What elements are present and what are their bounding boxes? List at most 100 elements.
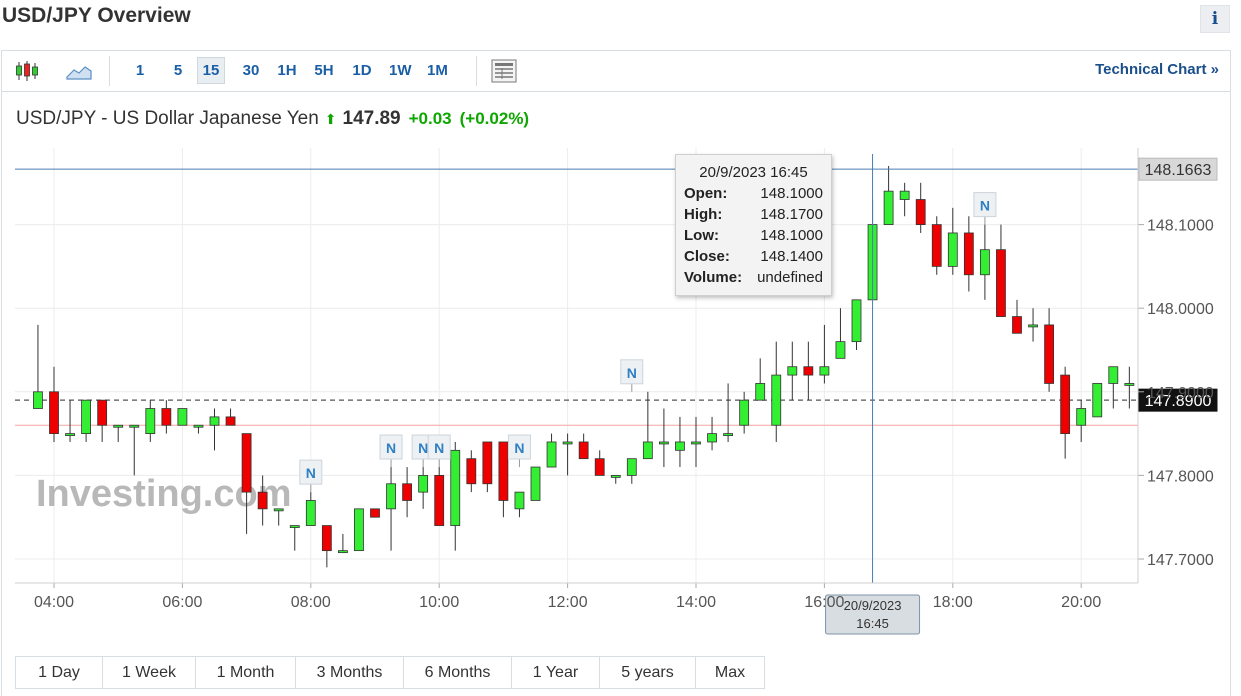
range-1-day[interactable]: 1 Day bbox=[16, 657, 103, 688]
crosshair-time-clock: 16:45 bbox=[856, 616, 889, 631]
area-chart-icon[interactable] bbox=[65, 59, 93, 83]
range-3-months[interactable]: 3 Months bbox=[296, 657, 404, 688]
candle-body-up bbox=[354, 508, 364, 552]
interval-5h[interactable]: 5H bbox=[314, 62, 334, 79]
svg-text:Investing.com: Investing.com bbox=[36, 473, 292, 515]
range-1-week[interactable]: 1 Week bbox=[103, 657, 196, 688]
tooltip-date: 20/9/2023 16:45 bbox=[699, 164, 808, 181]
candle bbox=[337, 533, 348, 554]
candle bbox=[931, 216, 942, 275]
interval-1d[interactable]: 1D bbox=[352, 62, 372, 79]
candle-body-down bbox=[321, 525, 332, 552]
y-tick-label: 148.0000 bbox=[1147, 301, 1214, 318]
technical-chart-link[interactable]: Technical Chart » bbox=[1095, 61, 1219, 78]
candle bbox=[145, 400, 156, 442]
toolbar-separator bbox=[476, 56, 477, 86]
crosshair-price-label: 148.1663 bbox=[1145, 162, 1212, 179]
candle bbox=[835, 308, 846, 359]
candle-body-up bbox=[771, 374, 782, 426]
candle-body-up bbox=[610, 474, 621, 478]
candlestick-chart-icon[interactable] bbox=[13, 59, 41, 83]
candle bbox=[1028, 308, 1038, 342]
info-button[interactable]: i bbox=[1200, 5, 1230, 33]
interval-1w[interactable]: 1W bbox=[389, 62, 412, 79]
tooltip-row-open: Open: 148.1000 bbox=[684, 185, 823, 205]
news-marker-label: N bbox=[418, 440, 428, 456]
interval-1m[interactable]: 1M bbox=[427, 62, 448, 79]
candle-body-up bbox=[707, 433, 717, 443]
candle-body-up bbox=[546, 441, 557, 468]
news-marker[interactable]: N bbox=[379, 434, 403, 468]
candle-body-down bbox=[594, 458, 605, 476]
candle bbox=[370, 508, 380, 518]
candle bbox=[1124, 366, 1135, 409]
news-marker[interactable]: N bbox=[299, 459, 323, 493]
current-price-box bbox=[1138, 388, 1218, 412]
tooltip-label: Volume: bbox=[684, 269, 743, 286]
tooltip-row-volume: Volume: undefined bbox=[684, 269, 823, 289]
candle bbox=[273, 508, 284, 526]
interval-30[interactable]: 30 bbox=[242, 62, 260, 79]
x-tick-label: 16:00 bbox=[804, 594, 844, 611]
news-marker[interactable]: N bbox=[973, 192, 997, 225]
candle bbox=[883, 166, 894, 226]
tooltip-label: Open: bbox=[684, 185, 728, 202]
y-tick-label: 147.9000 bbox=[1147, 385, 1214, 402]
interval-5[interactable]: 5 bbox=[173, 62, 183, 79]
news-marker[interactable]: N bbox=[507, 434, 531, 468]
y-tick-label: 147.7000 bbox=[1147, 552, 1214, 569]
price-change: +0.03 bbox=[408, 109, 452, 128]
tooltip-value: 148.1700 bbox=[760, 206, 823, 223]
candle bbox=[514, 491, 525, 518]
candle bbox=[113, 424, 124, 442]
candle bbox=[1092, 383, 1103, 418]
candle bbox=[915, 182, 926, 233]
candle-body-down bbox=[49, 391, 59, 434]
candle bbox=[530, 466, 541, 501]
candle bbox=[450, 441, 461, 551]
interval-15[interactable]: 15 bbox=[197, 57, 225, 84]
candle-body-up bbox=[691, 441, 701, 445]
news-marker[interactable]: N bbox=[620, 359, 644, 392]
range-5-years[interactable]: 5 years bbox=[600, 657, 696, 688]
candle-body-down bbox=[915, 199, 926, 226]
candle bbox=[562, 433, 573, 476]
candle bbox=[947, 207, 958, 275]
interval-1h[interactable]: 1H bbox=[277, 62, 297, 79]
candle bbox=[739, 391, 750, 434]
candle-body-down bbox=[578, 441, 589, 460]
candle bbox=[241, 433, 252, 534]
candle-body-up bbox=[723, 433, 733, 437]
table-view-icon[interactable] bbox=[490, 59, 518, 83]
current-price-label: 147.8900 bbox=[1145, 393, 1212, 410]
candle-body-down bbox=[161, 408, 172, 426]
toolbar-separator bbox=[109, 56, 110, 86]
news-marker[interactable]: N bbox=[427, 434, 451, 468]
range-1-year[interactable]: 1 Year bbox=[512, 657, 600, 688]
range-1-month[interactable]: 1 Month bbox=[196, 657, 296, 688]
interval-1[interactable]: 1 bbox=[135, 62, 145, 79]
candle bbox=[610, 474, 621, 484]
candle bbox=[723, 383, 733, 442]
candle-body-up bbox=[129, 424, 140, 428]
candle bbox=[386, 467, 396, 551]
tooltip-row-high: High: 148.1700 bbox=[684, 206, 823, 226]
range-6-months[interactable]: 6 Months bbox=[404, 657, 512, 688]
x-tick-label: 14:00 bbox=[676, 594, 716, 611]
candle bbox=[177, 408, 188, 426]
range-max[interactable]: Max bbox=[714, 664, 746, 681]
candle-body-down bbox=[241, 433, 252, 493]
crosshair-time-date: 20/9/2023 bbox=[844, 598, 902, 613]
news-marker-label: N bbox=[627, 365, 637, 381]
candle-body-up bbox=[851, 299, 862, 343]
page-title: USD/JPY Overview bbox=[2, 4, 191, 27]
candle-body-up bbox=[177, 408, 188, 426]
last-price: 147.89 bbox=[342, 108, 401, 129]
candle bbox=[1044, 308, 1054, 392]
tooltip-value: 148.1000 bbox=[760, 227, 823, 244]
candle-body-up bbox=[386, 483, 396, 510]
investing-watermark: Investing.com bbox=[36, 473, 292, 515]
tooltip-value: undefined bbox=[757, 269, 823, 286]
candle-body-down bbox=[803, 366, 814, 376]
